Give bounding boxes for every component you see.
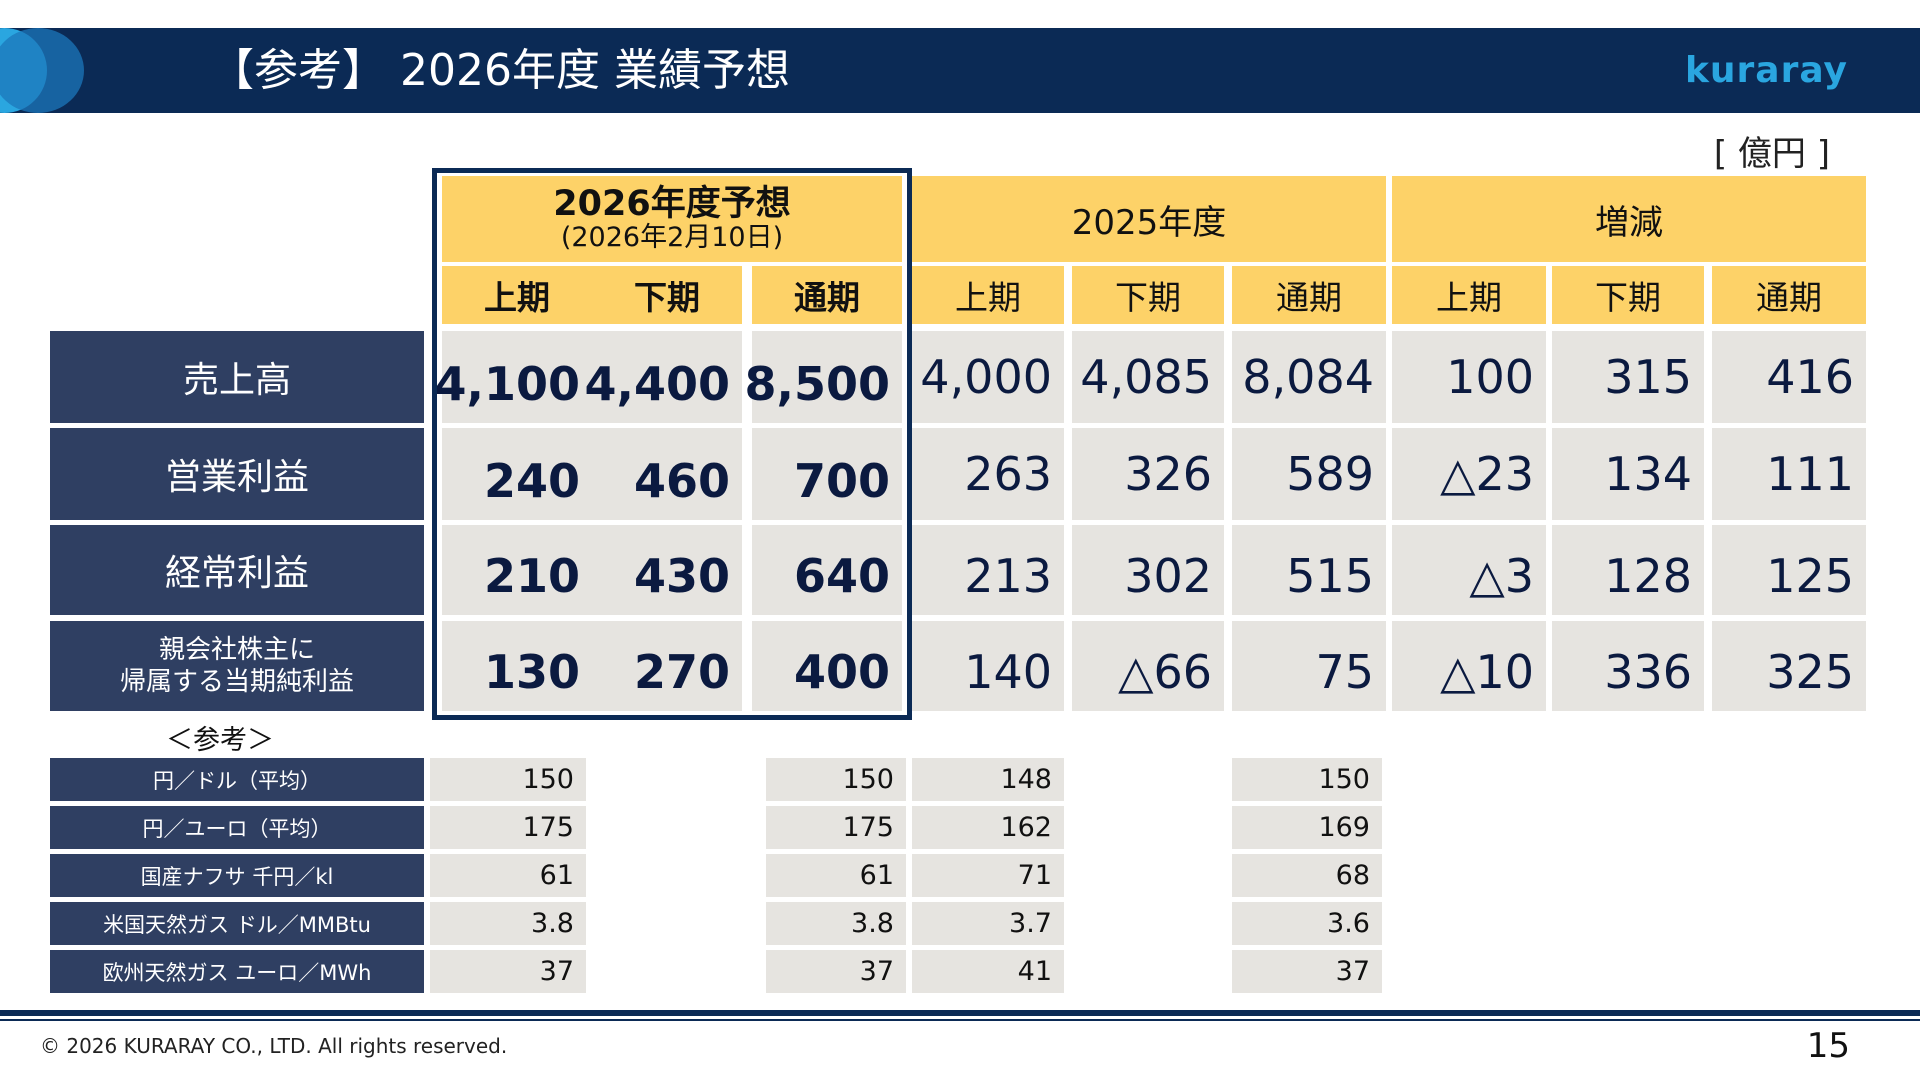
ref-value: 3.6: [1232, 902, 1382, 945]
value-cell: 270: [592, 621, 742, 711]
ref-value: 3.8: [766, 902, 906, 945]
value-cell: 134: [1552, 428, 1704, 520]
value-cell: 125: [1712, 525, 1866, 615]
value-cell: △3: [1392, 525, 1546, 615]
value-cell: 430: [592, 525, 742, 615]
ref-label: 円／ドル（平均）: [50, 758, 424, 801]
value-cell: 140: [912, 621, 1064, 711]
value-cell: 100: [1392, 331, 1546, 423]
ref-label: 円／ユーロ（平均）: [50, 806, 424, 849]
ref-label: 国産ナフサ 千円／kl: [50, 854, 424, 897]
subheader-forecast-h2: 下期: [592, 266, 742, 324]
value-cell: 111: [1712, 428, 1866, 520]
page-number: 15: [1806, 1026, 1850, 1066]
page-title: 【参考】 2026年度 業績予想: [210, 45, 790, 96]
value-cell: 4,400: [584, 331, 742, 423]
ref-value: 61: [766, 854, 906, 897]
value-cell: 302: [1072, 525, 1224, 615]
subheader-forecast-full: 通期: [752, 266, 902, 324]
value-cell: 325: [1712, 621, 1866, 711]
value-cell: 400: [752, 621, 902, 711]
value-cell: 640: [752, 525, 902, 615]
group-header-change-label: 増減: [1595, 202, 1663, 243]
ref-value: 169: [1232, 806, 1382, 849]
value-cell: 263: [912, 428, 1064, 520]
value-cell: 315: [1552, 331, 1704, 423]
value-cell: 130: [442, 621, 592, 711]
value-cell: 240: [442, 428, 592, 520]
row-label-net-income: 親会社株主に 帰属する当期純利益: [50, 621, 424, 711]
value-cell: 700: [752, 428, 902, 520]
value-cell: 4,100: [434, 331, 592, 423]
ref-value: 68: [1232, 854, 1382, 897]
ref-value: 3.7: [912, 902, 1064, 945]
group-header-change: 増減: [1392, 176, 1866, 262]
title-bar: [0, 28, 1920, 113]
row-label-operating-income: 営業利益: [50, 428, 424, 520]
row-label-sales: 売上高: [50, 331, 424, 423]
ref-value: 175: [766, 806, 906, 849]
subheader-change-h2: 下期: [1552, 266, 1704, 324]
subheader-fy2025-full: 通期: [1232, 266, 1386, 324]
value-cell: 416: [1712, 331, 1866, 423]
copyright: © 2026 KURARAY CO., LTD. All rights rese…: [40, 1034, 508, 1058]
decorative-circle-overlay: [0, 28, 84, 113]
subheader-fy2025-h1: 上期: [912, 266, 1064, 324]
row-label-net-income-line1: 親会社株主に: [158, 634, 315, 665]
group-header-fy2025: 2025年度: [912, 176, 1386, 262]
forecast-highlight-frame: [432, 168, 912, 720]
ref-value: 148: [912, 758, 1064, 801]
value-cell: 589: [1232, 428, 1386, 520]
subheader-fy2025-h2: 下期: [1072, 266, 1224, 324]
value-cell: 75: [1232, 621, 1386, 711]
ref-value: 150: [766, 758, 906, 801]
value-cell: 8,084: [1232, 331, 1386, 423]
value-cell: 128: [1552, 525, 1704, 615]
ref-value: 71: [912, 854, 1064, 897]
value-cell: 4,000: [912, 331, 1064, 423]
footer-divider: [0, 1010, 1920, 1016]
ref-value: 41: [912, 950, 1064, 993]
group-header-forecast-label: 2026年度予想: [553, 183, 791, 224]
ref-value: 3.8: [430, 902, 586, 945]
unit-label: [ 億円 ]: [1713, 134, 1830, 174]
reference-title: ＜参考＞: [166, 725, 274, 756]
value-cell: 460: [592, 428, 742, 520]
value-cell: △10: [1392, 621, 1546, 711]
value-cell: 210: [442, 525, 592, 615]
value-cell: △66: [1072, 621, 1224, 711]
ref-value: 37: [430, 950, 586, 993]
subheader-change-full: 通期: [1712, 266, 1866, 324]
value-cell: 4,085: [1072, 331, 1224, 423]
footer-divider-thin: [0, 1019, 1920, 1021]
ref-value: 37: [1232, 950, 1382, 993]
ref-value: 150: [430, 758, 586, 801]
group-header-forecast: 2026年度予想 (2026年2月10日): [442, 176, 902, 262]
ref-value: 61: [430, 854, 586, 897]
ref-label: 欧州天然ガス ユーロ／MWh: [50, 950, 424, 993]
subheader-change-h1: 上期: [1392, 266, 1546, 324]
value-cell: 8,500: [744, 331, 902, 423]
value-cell: △23: [1392, 428, 1546, 520]
row-label-ordinary-income: 経常利益: [50, 525, 424, 615]
value-cell: 515: [1232, 525, 1386, 615]
ref-value: 162: [912, 806, 1064, 849]
ref-value: 175: [430, 806, 586, 849]
row-label-net-income-line2: 帰属する当期純利益: [119, 667, 354, 697]
value-cell: 213: [912, 525, 1064, 615]
ref-label: 米国天然ガス ドル／MMBtu: [50, 902, 424, 945]
kuraray-logo: kuraray: [1684, 50, 1848, 91]
value-cell: 336: [1552, 621, 1704, 711]
value-cell: 326: [1072, 428, 1224, 520]
ref-value: 150: [1232, 758, 1382, 801]
group-header-fy2025-label: 2025年度: [1071, 202, 1227, 243]
subheader-forecast-h1: 上期: [442, 266, 592, 324]
ref-value: 37: [766, 950, 906, 993]
group-header-forecast-date: (2026年2月10日): [560, 222, 784, 254]
